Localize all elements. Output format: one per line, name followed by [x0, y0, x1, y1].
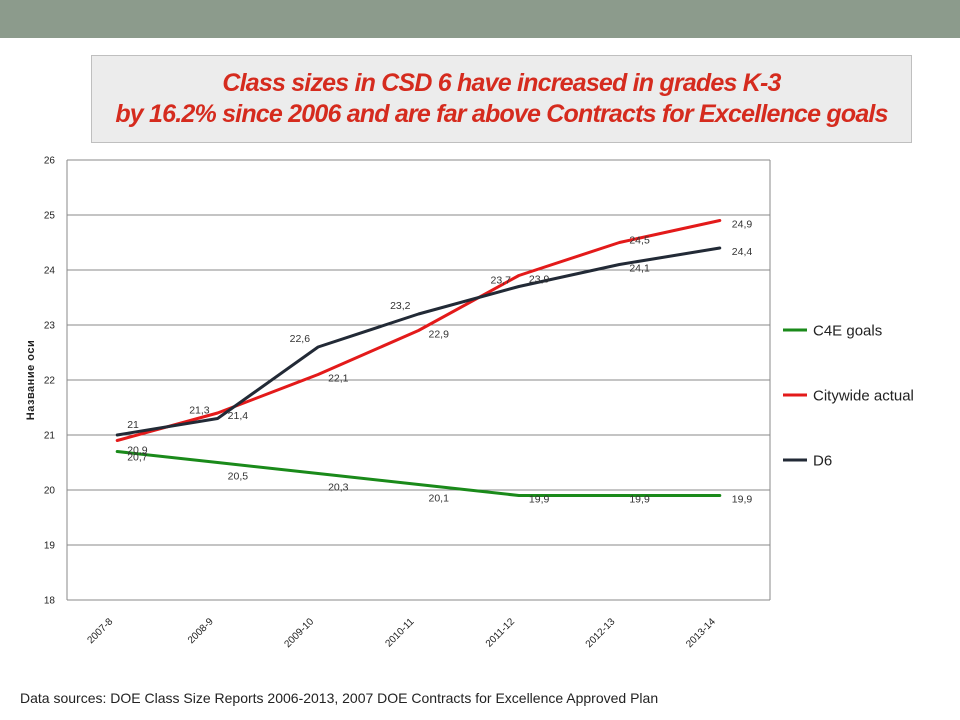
legend-label-d6: D6 [813, 453, 832, 470]
data-label-citywide-actual: 23,9 [529, 274, 550, 286]
y-tick-label: 25 [44, 211, 56, 222]
data-label-d6: 24,1 [629, 263, 650, 275]
y-tick-label: 24 [44, 266, 56, 277]
data-label-citywide-actual: 22,9 [429, 329, 450, 341]
x-tick-label: 2008-9 [186, 616, 216, 646]
data-label-c4e-goals: 19,9 [732, 494, 753, 506]
x-tick-label: 2010-11 [383, 616, 417, 650]
data-label-c4e-goals: 20,7 [127, 452, 148, 464]
data-label-c4e-goals: 20,3 [328, 482, 349, 494]
data-label-c4e-goals: 19,9 [629, 494, 650, 506]
x-tick-label: 2012-13 [584, 616, 618, 650]
data-label-d6: 21,3 [189, 405, 210, 417]
data-label-c4e-goals: 20,1 [429, 493, 450, 505]
x-tick-label: 2007-8 [86, 616, 116, 646]
y-tick-label: 18 [44, 596, 56, 607]
legend-label-c4e-goals: C4E goals [813, 323, 882, 340]
y-tick-label: 19 [44, 541, 56, 552]
data-label-c4e-goals: 19,9 [529, 494, 550, 506]
data-label-citywide-actual: 22,1 [328, 373, 349, 385]
x-tick-label: 2009-10 [282, 616, 316, 650]
y-tick-label: 20 [44, 486, 56, 497]
legend-label-citywide-actual: Citywide actual [813, 388, 914, 405]
top-bar [0, 0, 960, 38]
line-chart: 18 19 20 21 22 23 24 25 26 2007-8 2008-9 2009-10 201… [25, 156, 914, 651]
x-tick-label: 2013-14 [684, 616, 718, 650]
series-line-c4e-goals [115, 450, 722, 497]
data-label-citywide-actual: 20,9 [127, 445, 148, 457]
series-line-citywide-actual [115, 219, 722, 442]
data-label-d6: 24,4 [732, 246, 753, 258]
slide-title-line-2: by 16.2% since 2006 and are far above Co… [115, 100, 888, 128]
y-tick-label: 23 [44, 321, 56, 332]
y-tick-label: 21 [44, 431, 56, 442]
data-label-citywide-actual: 24,5 [629, 235, 650, 247]
data-label-c4e-goals: 20,5 [228, 471, 249, 483]
y-tick-label: 22 [44, 376, 56, 387]
data-label-d6: 23,7 [490, 275, 511, 287]
y-tick-label: 26 [44, 156, 56, 167]
data-label-d6: 23,2 [390, 300, 411, 312]
slide-title-box: Class sizes in CSD 6 have increased in g… [91, 55, 912, 143]
x-tick-label: 2011-12 [484, 616, 518, 650]
data-sources-note: Data sources: DOE Class Size Reports 200… [20, 690, 659, 706]
slide-title-line-1: Class sizes in CSD 6 have increased in g… [222, 69, 781, 97]
data-label-citywide-actual: 21,4 [228, 410, 249, 422]
data-label-citywide-actual: 24,9 [732, 219, 753, 231]
data-label-d6: 21 [127, 419, 139, 431]
data-label-d6: 22,6 [290, 333, 311, 345]
y-axis-title: Название оси [25, 340, 37, 420]
series-line-d6 [115, 246, 722, 437]
